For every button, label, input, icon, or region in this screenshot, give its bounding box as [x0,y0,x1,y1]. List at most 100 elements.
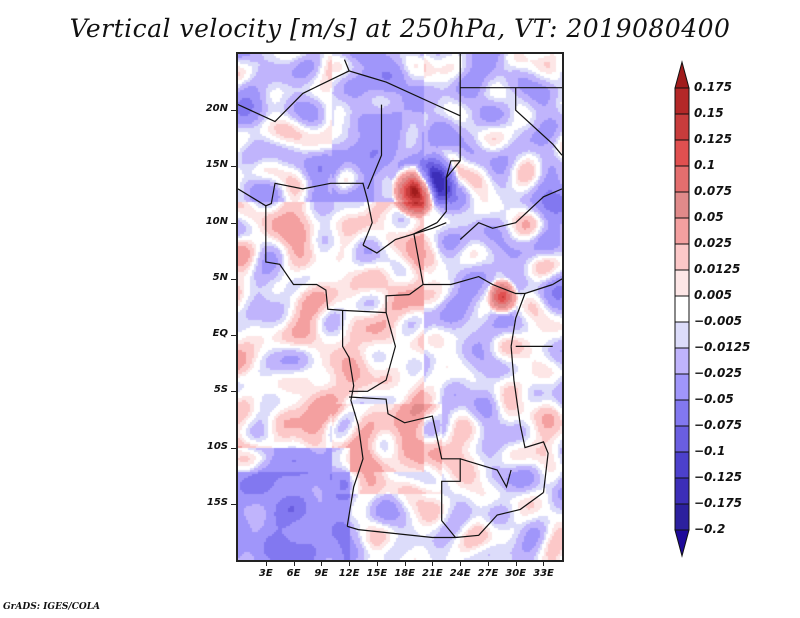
colorbar-swatch [674,243,690,271]
lat-tick [231,391,236,393]
colorbar-label: −0.075 [694,418,743,432]
border-line [413,222,438,285]
colorbar-label: 0.0125 [694,262,741,276]
colorbar-label: −0.05 [694,392,734,406]
lon-tick-label: 27E [477,568,499,579]
lat-tick-label: 15N [205,159,228,171]
lon-tick [376,562,378,566]
border-line [347,492,544,539]
border-line [349,396,461,538]
border-line [515,87,562,156]
lon-tick [293,562,295,566]
colorbar-swatch [674,399,690,427]
colorbar-label: −0.005 [694,314,743,328]
border-line [265,205,410,314]
lon-tick-label: 6E [286,568,301,579]
lon-tick-label: 9E [314,568,329,579]
border-line [367,104,383,190]
colorbar-swatch [674,113,690,141]
border-line [460,458,512,489]
border-line [510,346,549,493]
lon-tick [543,562,545,566]
colorbar-label: −0.025 [694,366,743,380]
lat-tick-label: 20N [205,103,228,115]
border-line [349,312,397,392]
border-line [510,293,526,347]
vertical-velocity-field [238,54,562,560]
lon-tick [487,562,489,566]
lat-tick-label: 15S [206,496,228,508]
colorbar-label: 0.175 [694,80,732,94]
colorbar-swatch [674,477,690,505]
colorbar-label: −0.2 [694,522,726,536]
colorbar-label: −0.1 [694,444,726,458]
country-borders [238,54,562,539]
border-line [238,182,373,246]
lon-tick [265,562,267,566]
colorbar-swatch [674,191,690,219]
lon-tick-label: 33E [533,568,554,579]
colorbar-swatch [674,87,690,115]
colorbar-swatch [674,269,690,297]
colorbar-swatch [674,217,690,245]
border-line [459,188,562,240]
colorbar-swatch [674,503,690,531]
lat-tick [231,278,236,280]
colorbar-swatch [674,425,690,453]
lon-tick [460,562,462,566]
lat-tick [231,110,236,112]
colorbar-swatch [674,321,690,349]
border-line [552,278,562,286]
lon-tick [349,562,351,566]
border-line [238,70,461,224]
colorbar-label: 0.005 [694,288,732,302]
lon-tick-label: 18E [394,568,415,579]
colorbar-swatch [674,451,690,479]
colorbar-label: 0.1 [694,158,716,172]
colorbar-label: 0.075 [694,184,732,198]
colorbar-swatch [674,165,690,193]
border-line [445,160,461,178]
map-plot-area [236,52,564,562]
lat-tick [231,335,236,337]
lon-tick [404,562,406,566]
lat-tick-label: 5N [212,271,228,283]
lat-tick [231,166,236,168]
lat-tick-label: 10N [205,215,228,227]
chart-title: Vertical velocity [m/s] at 250hPa, VT: 2… [69,14,731,43]
colorbar-swatch [674,347,690,375]
lon-tick-label: 21E [422,568,443,579]
lon-tick [432,562,434,566]
lon-tick-label: 15E [366,568,388,579]
border-line [343,59,350,72]
lon-tick-label: 3E [258,568,273,579]
colorbar-label: −0.125 [694,470,743,484]
colorbar [674,60,690,558]
lat-tick-label: 5S [213,384,228,396]
colorbar-max-arrow [674,60,690,89]
grads-credit: GrADS: IGES/COLA [3,602,101,612]
colorbar-label: −0.0125 [694,340,751,354]
lon-tick [515,562,517,566]
colorbar-label: 0.15 [694,106,724,120]
colorbar-label: 0.125 [694,132,732,146]
lat-tick-label: EQ [212,328,228,340]
border-line [408,275,553,296]
colorbar-min-arrow [674,529,690,558]
colorbar-swatch [674,139,690,167]
lat-tick [231,447,236,449]
lat-tick-label: 10S [206,440,228,452]
lon-tick [321,562,323,566]
colorbar-label: 0.025 [694,236,732,250]
lon-tick-label: 12E [338,568,360,579]
border-line [341,310,364,527]
lon-tick-label: 24E [449,568,471,579]
colorbar-label: 0.05 [694,210,724,224]
lat-tick [231,503,236,505]
colorbar-label: −0.175 [694,496,743,510]
colorbar-swatch [674,295,690,323]
lon-tick-label: 30E [505,568,527,579]
lat-tick [231,222,236,224]
colorbar-swatch [674,373,690,401]
border-line [362,222,447,254]
